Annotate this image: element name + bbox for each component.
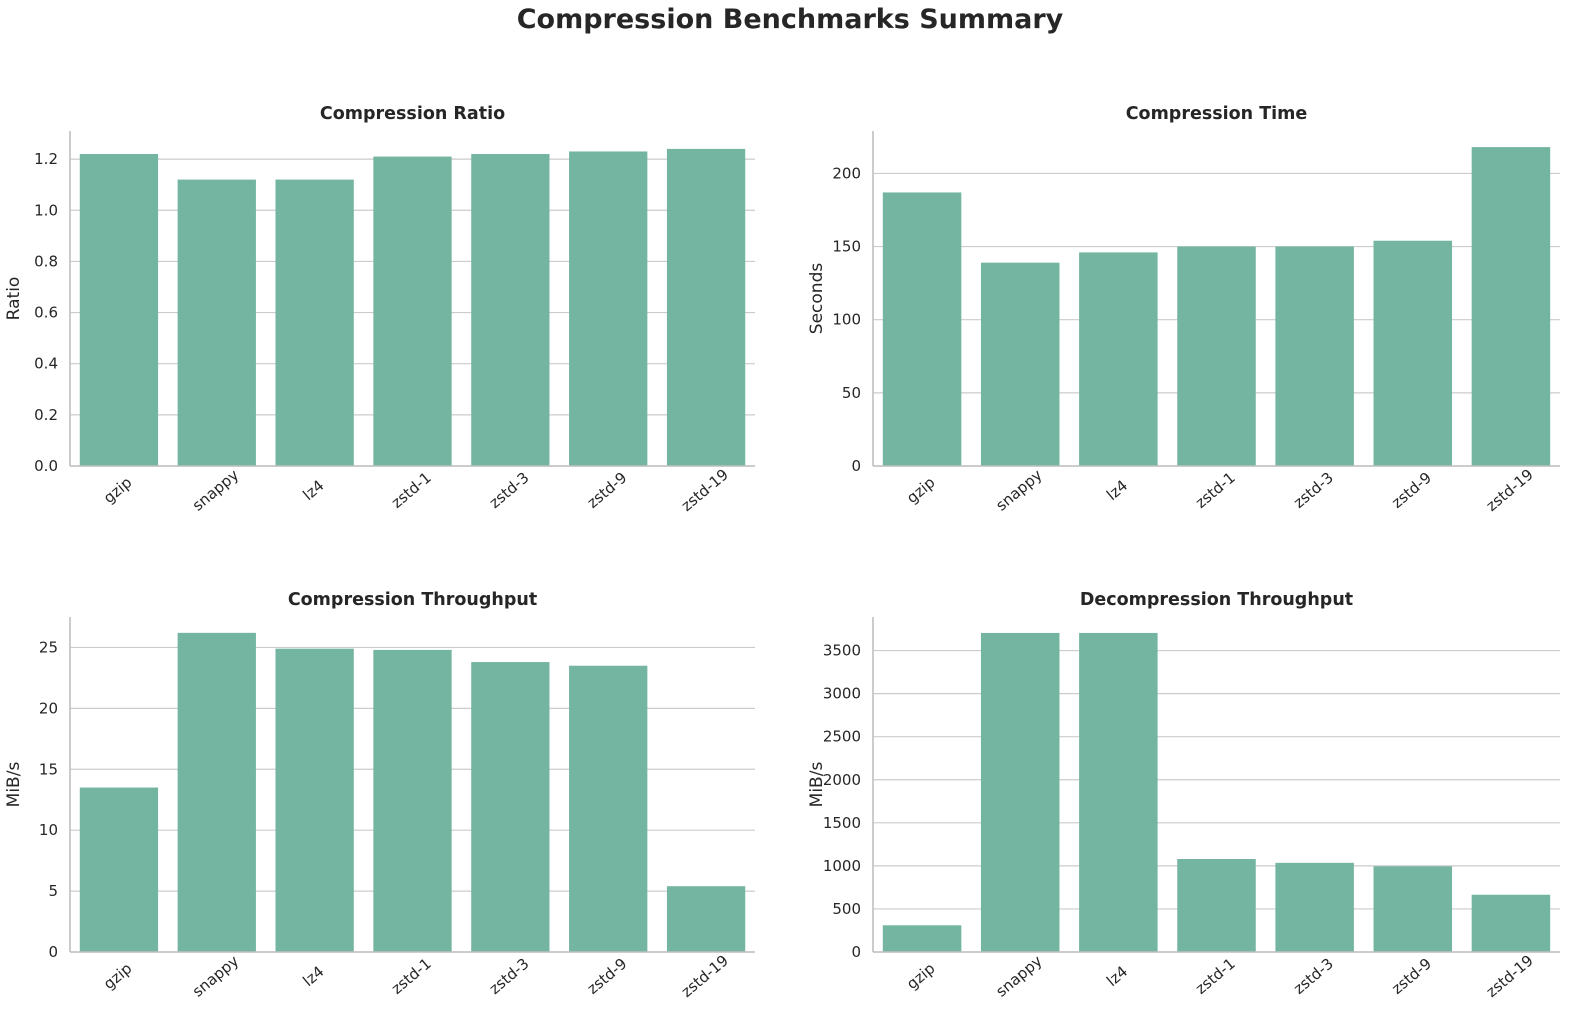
decompression-throughput-ytick-label: 3500	[823, 642, 861, 660]
decompression-throughput-bar-zstd-3	[1275, 862, 1354, 952]
compression-ratio-xtick-label: zstd-3	[486, 468, 533, 511]
figure-title: Compression Benchmarks Summary	[516, 4, 1064, 35]
compression-time-ytick-label: 150	[832, 238, 861, 256]
compression-throughput-xtick-label: gzip	[100, 959, 135, 993]
compression-ratio-xtick-label: gzip	[100, 473, 135, 507]
decompression-throughput-bar-zstd-1	[1177, 858, 1256, 952]
compression-time-bar-snappy	[980, 262, 1060, 466]
compression-throughput-bar-zstd-19	[666, 886, 746, 952]
compression-time-bar-zstd-1	[1177, 246, 1256, 466]
decompression-throughput-ytick-label: 1500	[823, 814, 861, 832]
compression-ratio-ytick-label: 0.2	[34, 406, 58, 424]
compression-ratio-ytick-label: 0.6	[34, 304, 58, 322]
decompression-throughput-ytick-label: 2500	[823, 728, 861, 746]
compression-throughput-ytick-label: 10	[39, 821, 58, 839]
decompression-throughput-chart: 0 500 1000 1500 2000 2500 3000 3500 gzip snappy lz…	[807, 590, 1560, 1001]
compression-time-ytick-label: 200	[832, 164, 861, 182]
decompression-throughput-bar-lz4	[1079, 632, 1158, 952]
compression-throughput-bar-snappy	[177, 632, 256, 952]
decompression-throughput-title: Decompression Throughput	[1080, 590, 1353, 610]
compression-throughput-bar-zstd-9	[569, 665, 648, 952]
compression-time-bar-lz4	[1079, 252, 1158, 466]
decompression-throughput-ytick-label: 1000	[823, 857, 861, 875]
compression-throughput-bar-gzip	[79, 787, 159, 952]
decompression-throughput-bar-zstd-19	[1471, 894, 1551, 952]
compression-ratio-bar-snappy	[177, 179, 256, 467]
compression-ratio-xtick-label: lz4	[299, 476, 327, 504]
compression-throughput-ytick-label: 5	[48, 882, 58, 900]
decompression-throughput-xtick-label: gzip	[903, 959, 938, 993]
decompression-throughput-xtick-label: zstd-3	[1290, 954, 1337, 997]
compression-time-chart: 0 50 100 150 200 gzip snappy lz4 zstd-1 zstd-3 zst…	[807, 104, 1560, 515]
decompression-throughput-bar-gzip	[882, 925, 962, 952]
decompression-throughput-ytick-label: 0	[851, 943, 861, 961]
decompression-throughput-bar-snappy	[980, 632, 1060, 952]
compression-throughput-xtick-label: snappy	[189, 952, 242, 1001]
compression-ratio-y-axis-label: Ratio	[4, 277, 24, 321]
compression-ratio-bar-zstd-1	[373, 156, 452, 466]
compression-time-xtick-label: zstd-19	[1483, 465, 1537, 515]
compression-ratio-chart: 0.0 0.2 0.4 0.6 0.8 1.0 1.2 gzip snappy lz4 zstd-1…	[4, 104, 755, 515]
compression-ratio-bar-gzip	[79, 154, 159, 466]
compression-throughput-ytick-label: 0	[48, 943, 58, 961]
compression-ratio-xtick-label: zstd-19	[678, 465, 732, 515]
compression-throughput-xtick-label: zstd-1	[388, 954, 435, 997]
compression-ratio-bar-zstd-9	[569, 151, 648, 466]
compression-ratio-ytick-label: 1.2	[34, 150, 58, 168]
compression-ratio-ytick-label: 0.4	[34, 355, 58, 373]
compression-time-ytick-label: 100	[832, 311, 861, 329]
compression-throughput-chart: 0 5 10 15 20 25 gzip snappy lz4 zstd-1 zstd-3 zstd-…	[4, 590, 755, 1001]
compression-ratio-xtick-label: zstd-9	[584, 468, 631, 511]
compression-time-bar-gzip	[882, 192, 962, 466]
compression-throughput-ytick-label: 20	[39, 699, 58, 717]
compression-throughput-xtick-label: zstd-3	[486, 954, 533, 997]
compression-ratio-title: Compression Ratio	[320, 104, 505, 124]
decompression-throughput-ytick-label: 500	[832, 900, 861, 918]
decompression-throughput-xtick-label: zstd-19	[1483, 951, 1537, 1001]
decompression-throughput-xtick-label: zstd-1	[1192, 954, 1239, 997]
decompression-throughput-xtick-label: zstd-9	[1388, 954, 1435, 997]
compression-time-xtick-label: gzip	[903, 473, 938, 507]
compression-throughput-xtick-label: lz4	[299, 962, 327, 990]
compression-throughput-bar-lz4	[275, 648, 354, 952]
compression-throughput-title: Compression Throughput	[288, 590, 537, 610]
compression-time-bar-zstd-3	[1275, 246, 1354, 466]
compression-ratio-xtick-label: snappy	[189, 466, 242, 515]
compression-time-bar-zstd-19	[1471, 147, 1551, 466]
compression-ratio-bar-zstd-3	[471, 154, 550, 466]
compression-time-xtick-label: zstd-9	[1388, 468, 1435, 511]
compression-ratio-ytick-label: 1.0	[34, 201, 58, 219]
compression-time-xtick-label: zstd-3	[1290, 468, 1337, 511]
decompression-throughput-xtick-label: snappy	[992, 952, 1045, 1001]
compression-throughput-xtick-label: zstd-19	[678, 951, 732, 1001]
compression-time-y-axis-label: Seconds	[807, 263, 827, 335]
compression-throughput-xtick-label: zstd-9	[584, 954, 631, 997]
compression-time-xtick-label: snappy	[992, 466, 1045, 515]
compression-ratio-bar-zstd-19	[666, 148, 746, 466]
compression-throughput-ytick-label: 25	[39, 638, 58, 656]
decompression-throughput-xtick-label: lz4	[1103, 962, 1131, 990]
compression-ratio-ytick-label: 0.8	[34, 252, 58, 270]
compression-throughput-bar-zstd-3	[471, 662, 550, 952]
decompression-throughput-y-axis-label: MiB/s	[807, 762, 827, 808]
compression-ratio-ytick-label: 0.0	[34, 457, 58, 475]
compression-time-xtick-label: zstd-1	[1192, 468, 1239, 511]
decompression-throughput-bar-zstd-9	[1373, 866, 1453, 952]
compression-time-xtick-label: lz4	[1103, 476, 1131, 504]
compression-throughput-ytick-label: 15	[39, 760, 58, 778]
decompression-throughput-ytick-label: 3000	[823, 685, 861, 703]
compression-ratio-bar-lz4	[275, 179, 354, 467]
decompression-throughput-ytick-label: 2000	[823, 771, 861, 789]
compression-throughput-bar-zstd-1	[373, 649, 452, 952]
compression-time-title: Compression Time	[1126, 104, 1308, 124]
compression-time-bar-zstd-9	[1373, 240, 1453, 466]
compression-throughput-y-axis-label: MiB/s	[4, 762, 24, 808]
compression-ratio-xtick-label: zstd-1	[388, 468, 435, 511]
compression-time-ytick-label: 50	[842, 384, 861, 402]
compression-time-ytick-label: 0	[851, 457, 861, 475]
